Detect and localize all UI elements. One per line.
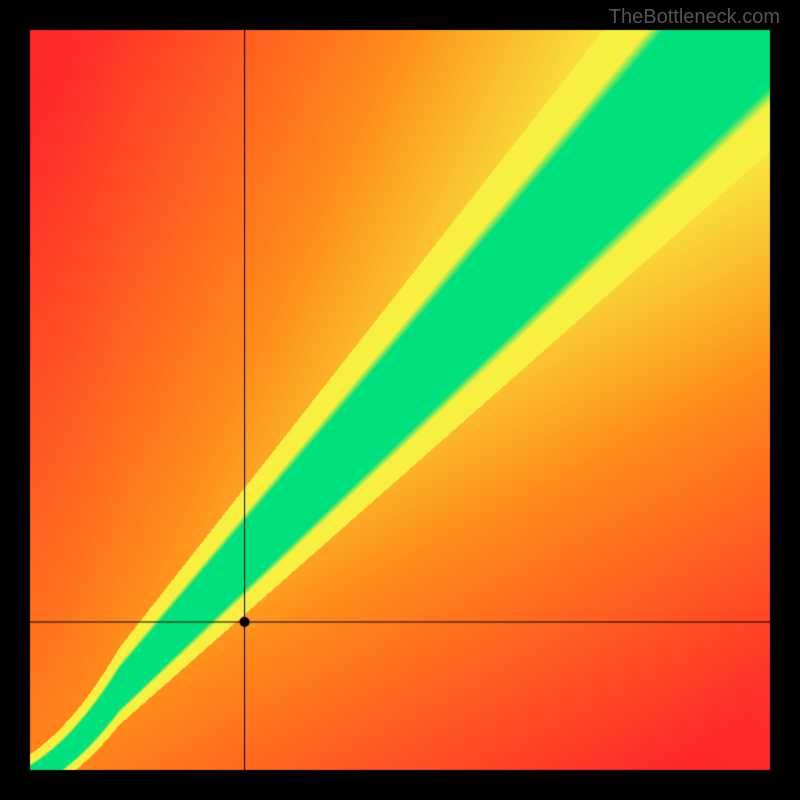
bottleneck-heatmap bbox=[0, 0, 800, 800]
watermark-text: TheBottleneck.com bbox=[609, 6, 780, 29]
